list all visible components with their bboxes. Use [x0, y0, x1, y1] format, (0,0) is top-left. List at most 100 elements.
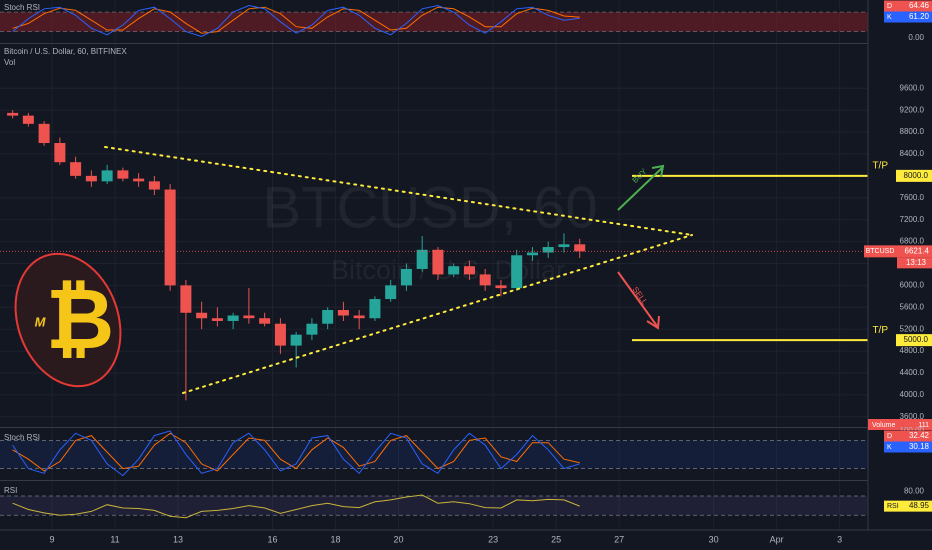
candle-body — [495, 285, 507, 289]
candle-body — [448, 266, 460, 275]
watermark: BTCUSD, 60 — [262, 175, 597, 240]
logo-symbol: ₿ — [46, 272, 114, 366]
candle-body — [7, 112, 19, 116]
trendline-lower — [182, 234, 693, 394]
x-tick-label: 27 — [614, 534, 624, 544]
labels: 9 11 13 16 18 20 23 25 27 30 Apr 3 3600.0 4000.0 4400.… — [4, 0, 932, 544]
volume-box — [868, 419, 932, 430]
candle-body — [290, 334, 302, 346]
series-name: D — [887, 3, 892, 10]
x-tick-label: 13 — [173, 534, 183, 544]
candle-body — [196, 312, 208, 319]
oscillator-line — [12, 494, 580, 519]
volume-title: Vol — [4, 58, 15, 67]
candle-body — [133, 178, 145, 182]
candle-body — [574, 244, 586, 252]
candle-body — [38, 123, 50, 144]
candle-body — [227, 315, 239, 321]
y-tick-label: 9600.0 — [900, 83, 925, 92]
candle-body — [306, 323, 318, 335]
y-tick-label: 3600.0 — [900, 412, 925, 421]
value-label: 30.18 — [909, 442, 930, 451]
x-tick-label: 25 — [551, 534, 561, 544]
y-tick-label: 7200.0 — [900, 215, 925, 224]
watermark-sub: Bitcoin / U.S. Dollar — [331, 255, 565, 285]
x-tick-label: 3 — [837, 534, 842, 544]
x-tick-label: 20 — [394, 534, 404, 544]
symbol-label: BTCUSD — [866, 248, 895, 255]
x-tick-label: 23 — [488, 534, 498, 544]
value-box — [884, 500, 932, 512]
oscillator-line — [12, 430, 580, 477]
countdown-box — [897, 257, 932, 269]
value-label: 32.42 — [909, 431, 930, 440]
y-tick-label: 5200.0 — [900, 324, 925, 333]
candle-body — [117, 170, 129, 179]
candle-body — [243, 315, 255, 319]
y-tick-label: 4000.0 — [900, 390, 925, 399]
value-label: 48.95 — [909, 501, 930, 510]
candle-body — [542, 247, 554, 253]
sell-arrow — [617, 271, 658, 327]
y-tick-label: 7600.0 — [900, 193, 925, 202]
candle-body — [385, 285, 397, 300]
oscillator-line — [12, 432, 580, 472]
last-price-label: 6621.4 — [905, 246, 930, 255]
candle-body — [101, 170, 113, 182]
candle-body — [432, 249, 444, 275]
candle-body — [22, 115, 34, 124]
value-label: 61.20 — [909, 12, 930, 21]
series-name: K — [887, 14, 892, 21]
x-tick-label: 18 — [331, 534, 341, 544]
oscillator-line — [12, 6, 580, 34]
target-text: T/P — [872, 161, 888, 172]
volume-value: 111 — [918, 422, 929, 429]
candle-body — [511, 255, 523, 289]
candle-body — [274, 323, 286, 346]
y-tick-label: 6000.0 — [900, 280, 925, 289]
candle-body — [180, 285, 192, 313]
candle-body — [353, 315, 365, 319]
candle-body — [211, 318, 223, 321]
pane-title: Stoch RSI — [4, 3, 40, 12]
candle-body — [54, 143, 66, 163]
value-box — [884, 430, 932, 442]
band-fill — [0, 496, 868, 516]
value-box — [884, 0, 932, 12]
symbol-box — [864, 245, 897, 258]
x-tick-label: Apr — [770, 534, 784, 544]
value-label: 64.46 — [909, 1, 930, 10]
y-tick-label: 6800.0 — [900, 237, 925, 246]
buy-arrow-head — [651, 164, 665, 178]
y-tick-label: 9200.0 — [900, 105, 925, 114]
logo-ring — [14, 252, 122, 388]
series-name: D — [887, 433, 892, 440]
countdown-label: 13:13 — [906, 258, 927, 267]
y-tick-label: 5600.0 — [900, 302, 925, 311]
x-tick-label: 30 — [709, 534, 719, 544]
series-name: K — [887, 444, 892, 451]
y-tick-label: 4400.0 — [900, 368, 925, 377]
symbol-title: Bitcoin / U.S. Dollar, 60, BITFINEX — [4, 47, 127, 56]
band-fill — [0, 12, 868, 32]
x-tick-label: 11 — [110, 534, 119, 544]
pane-title: RSI — [4, 486, 17, 495]
series-name: RSI — [887, 503, 899, 510]
y-tick-label: 4800.0 — [900, 346, 925, 355]
x-tick-label: 16 — [268, 534, 278, 544]
level-label-box — [896, 169, 932, 182]
x-tick-label: 9 — [49, 534, 54, 544]
target-text: T/P — [872, 325, 888, 336]
y-tick-label: 80.00 — [904, 486, 925, 495]
candle-body — [416, 249, 428, 269]
pane-title: Stoch RSI — [4, 433, 40, 442]
price-axis-bg — [868, 0, 932, 550]
marks — [0, 4, 868, 519]
oscillator-line — [12, 4, 580, 38]
level-label-box — [896, 334, 932, 347]
candle-body — [526, 252, 538, 256]
candle-body — [558, 244, 570, 248]
candle-body — [369, 299, 381, 319]
